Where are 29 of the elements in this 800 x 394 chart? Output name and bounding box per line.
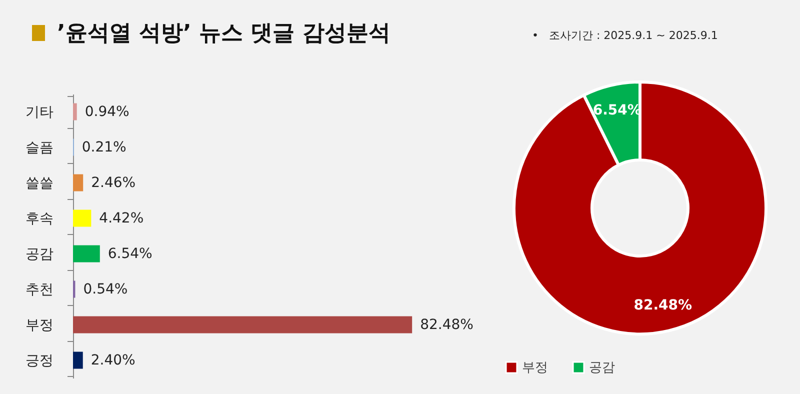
y-tick-label: 후속 — [26, 210, 54, 227]
bar — [73, 245, 100, 262]
bar — [73, 352, 83, 369]
data-label: 4.42% — [99, 210, 144, 226]
text: • 조사기간 : 2025.9.1 ~ 2025.9.1 — [532, 28, 718, 43]
legend-label: 부정 — [522, 360, 548, 376]
y-tick-label: 쓸쓸 — [26, 175, 54, 192]
legend-label: 공감 — [589, 360, 615, 376]
chart-title: ’윤석열 석방’ 뉴스 댓글 감성분석 — [57, 20, 390, 48]
bar — [73, 174, 84, 192]
data-label: 6.54% — [108, 246, 152, 262]
data-label: 0.94% — [84, 104, 130, 120]
bar — [73, 316, 412, 334]
y-tick-label: 긍정 — [26, 352, 54, 369]
data-label: 82.48% — [634, 297, 692, 314]
y-tick-label: 기타 — [26, 104, 54, 120]
data-label: 82.48% — [420, 316, 474, 333]
data-label: 0.21% — [82, 139, 126, 156]
bar — [73, 210, 92, 227]
data-label: 2.46% — [91, 174, 136, 191]
bar — [73, 103, 77, 120]
data-label: 6.54% — [592, 102, 642, 119]
donut-slice — [512, 80, 768, 336]
y-tick-label: 부정 — [26, 317, 54, 334]
data-label: 2.40% — [90, 352, 136, 368]
data-label: 0.54% — [83, 281, 128, 298]
y-tick-label: 추천 — [26, 282, 54, 298]
y-tick-label: 슬픔 — [26, 140, 54, 156]
y-tick-label: 공감 — [26, 246, 54, 262]
